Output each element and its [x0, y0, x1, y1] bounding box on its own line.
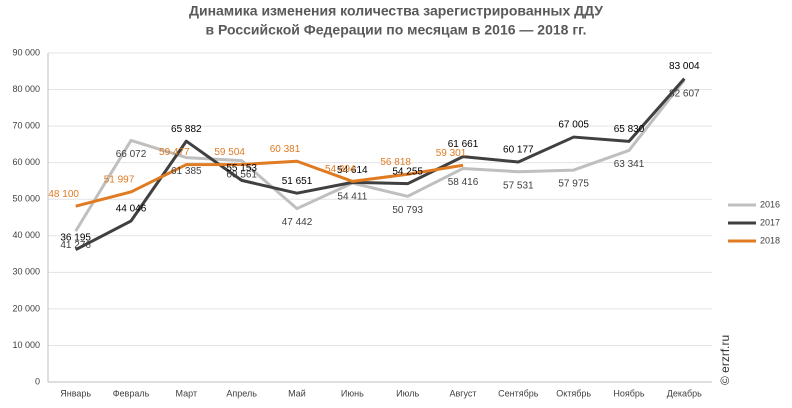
legend-label: 2016 — [760, 199, 780, 209]
x-tick-label: Август — [449, 388, 476, 398]
y-tick-label: 50 000 — [12, 194, 40, 204]
legend-label: 2017 — [760, 217, 780, 227]
data-label: 61 385 — [171, 166, 202, 177]
data-label: 57 531 — [503, 180, 534, 191]
data-label: 66 072 — [116, 149, 147, 160]
data-label: 48 100 — [48, 189, 79, 200]
x-tick-label: Сентябрь — [498, 388, 539, 398]
data-label: 47 442 — [282, 217, 313, 228]
data-label: 65 830 — [614, 124, 645, 135]
chart-title: Динамика изменения количества зарегистри… — [189, 3, 603, 19]
data-label: 59 301 — [436, 148, 467, 159]
data-label: 59 477 — [159, 147, 190, 158]
data-label: 54 411 — [337, 192, 367, 203]
x-tick-label: Май — [288, 388, 306, 398]
series-line — [75, 159, 464, 208]
x-tick-label: Январь — [60, 388, 91, 398]
y-tick-label: 10 000 — [12, 340, 40, 350]
x-tick-label: Декабрь — [667, 388, 702, 398]
data-label: 54 255 — [392, 166, 423, 177]
data-label: 82 607 — [669, 89, 700, 100]
data-label: 54 894 — [325, 164, 356, 175]
x-tick-label: Октябрь — [556, 388, 591, 398]
x-tick-label: Июнь — [341, 388, 364, 398]
x-tick-label: Март — [176, 388, 198, 398]
legend-label: 2018 — [760, 235, 780, 245]
y-tick-label: 20 000 — [12, 303, 40, 313]
x-tick-label: Ноябрь — [613, 388, 645, 398]
data-label: 51 997 — [104, 175, 135, 186]
data-label: 58 416 — [448, 177, 479, 188]
data-label: 60 561 — [226, 169, 257, 180]
y-tick-label: 30 000 — [12, 267, 40, 277]
data-label: 51 651 — [282, 176, 313, 187]
data-label: 60 177 — [503, 145, 534, 156]
data-label: 57 975 — [558, 179, 589, 190]
x-tick-label: Апрель — [226, 388, 257, 398]
y-tick-label: 40 000 — [12, 230, 40, 240]
y-tick-label: 90 000 — [12, 47, 40, 57]
data-label: 55 153 — [226, 163, 257, 174]
data-label: 83 004 — [669, 61, 700, 72]
y-tick-label: 60 000 — [12, 157, 40, 167]
data-label: 61 661 — [448, 139, 479, 150]
y-tick-label: 0 — [35, 376, 40, 386]
data-label: 41 276 — [60, 240, 91, 251]
y-tick-label: 70 000 — [12, 120, 40, 130]
data-label: 50 793 — [392, 205, 423, 216]
data-label: 59 504 — [214, 147, 245, 158]
data-label: 67 005 — [558, 120, 589, 131]
chart-subtitle: в Российской Федерации по месяцам в 2016… — [206, 22, 587, 38]
y-tick-label: 80 000 — [12, 84, 40, 94]
series-line — [74, 77, 686, 252]
data-label: 60 381 — [270, 144, 301, 155]
x-tick-label: Февраль — [113, 388, 150, 398]
data-label: 36 195 — [60, 232, 91, 243]
data-label: 54 614 — [337, 165, 368, 176]
x-tick-label: Июль — [396, 388, 419, 398]
data-label: 63 341 — [614, 159, 645, 170]
data-label: 56 818 — [380, 157, 411, 168]
source-note: © erzrf.ru — [718, 335, 732, 385]
data-label: 44 046 — [116, 204, 147, 215]
data-label: 65 882 — [171, 124, 202, 135]
